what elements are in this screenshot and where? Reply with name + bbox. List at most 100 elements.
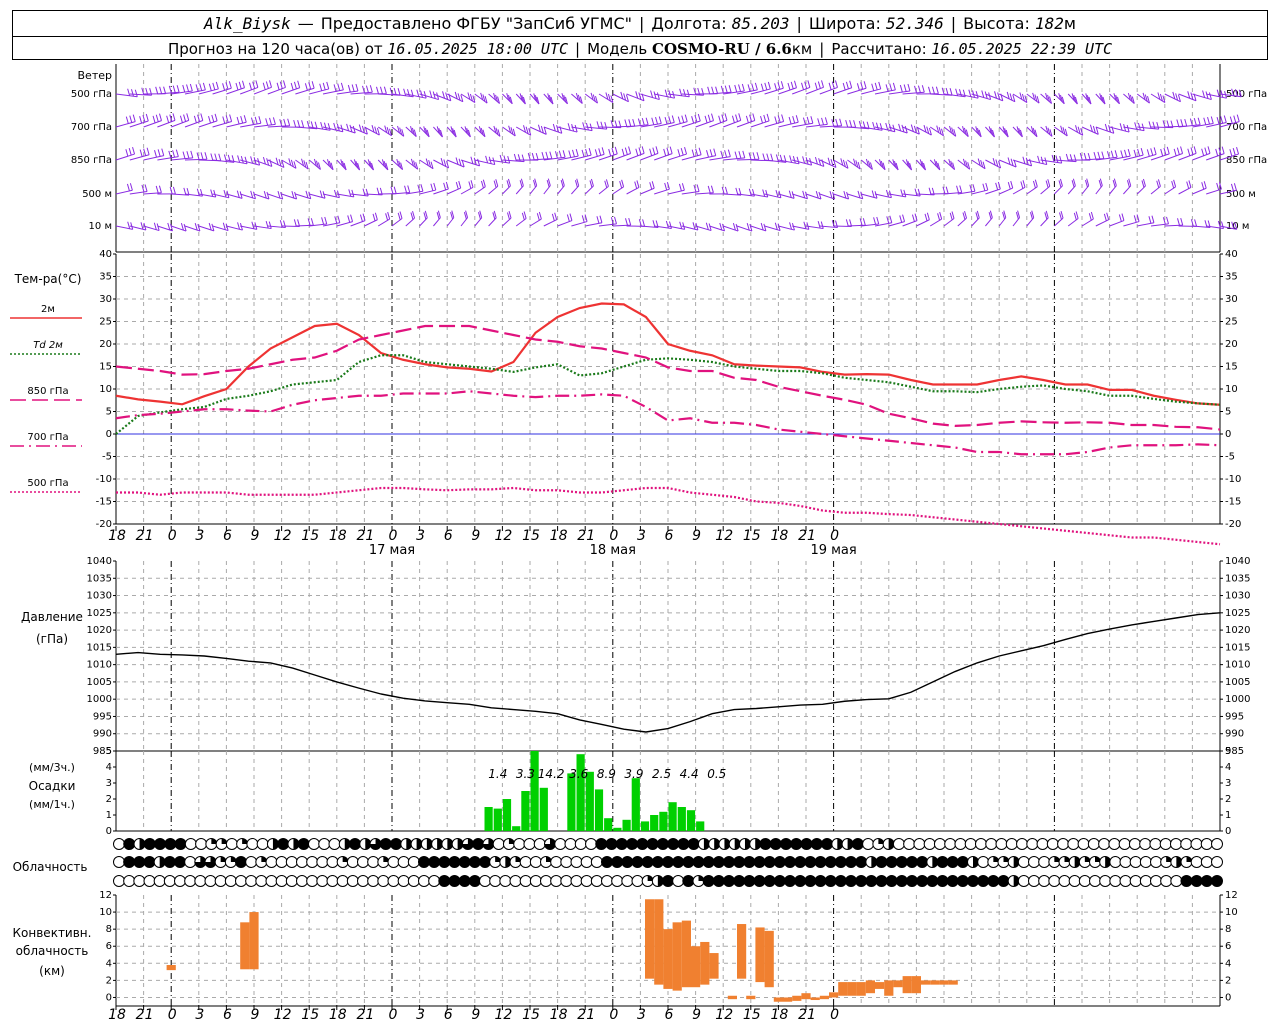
cloud-cover-symbol	[479, 856, 491, 868]
wind-barb-flag	[724, 113, 728, 121]
cloud-circle	[306, 856, 319, 868]
wind-barb-flag	[705, 222, 709, 230]
wind-barb-flag	[926, 212, 930, 220]
wind-barb-flag	[236, 190, 240, 198]
cloud-cover-symbol	[1129, 856, 1142, 868]
temperature-tick-label-right: 0	[1225, 429, 1231, 440]
cloud-half-fill	[703, 838, 710, 850]
wind-barb	[584, 92, 598, 104]
pressure-tick-label-right: 1040	[1225, 556, 1250, 567]
wind-barb-flag	[454, 91, 458, 100]
wind-barb-flag	[790, 81, 794, 90]
cloud-circle	[672, 856, 685, 868]
wind-barb-flag	[426, 129, 430, 138]
cloud-circle	[1057, 838, 1070, 850]
wind-barb	[433, 126, 443, 138]
wind-barb-flag	[656, 92, 660, 100]
wind-barb-flag	[634, 181, 638, 189]
wind-barb-flag	[359, 214, 363, 222]
wind-barb-flag	[645, 117, 649, 125]
cloud-circle	[245, 875, 258, 887]
cloud-circle	[985, 838, 998, 850]
wind-barb	[888, 83, 911, 95]
wind-level-label-left: 500 гПа	[71, 89, 112, 100]
cloud-cover-symbol	[580, 856, 593, 868]
wind-barb-flag	[1234, 222, 1238, 230]
wind-barb-flag	[371, 125, 375, 133]
wind-barb	[916, 159, 926, 171]
cloud-cover-symbol	[985, 838, 998, 850]
wind-barb-flag	[1216, 116, 1220, 125]
wind-barb-shaft	[874, 89, 896, 95]
wind-barb-flag	[886, 216, 890, 224]
cloud-circle	[875, 856, 888, 868]
cloud-cover-symbol	[428, 875, 441, 887]
wind-barb	[1012, 210, 1021, 227]
precipitation-bar	[539, 787, 548, 831]
precipitation-total-label: 14.2	[538, 767, 565, 781]
wind-barb-flag	[478, 126, 482, 134]
wind-barb-flag	[1074, 96, 1078, 105]
wind-barb-flag	[1031, 210, 1035, 218]
cloud-circle	[1129, 875, 1142, 887]
convective-tick-label-right: 4	[1225, 958, 1231, 969]
wind-barb-flag	[204, 152, 208, 160]
cloud-circle	[662, 856, 674, 868]
wind-barb-shaft	[598, 93, 614, 103]
wind-barb-flag	[1079, 152, 1083, 161]
wind-barb-shaft	[171, 90, 193, 95]
cloud-circle	[235, 856, 247, 868]
pressure-tick-label-right: 995	[1225, 711, 1244, 722]
wind-barb	[874, 159, 886, 171]
wind-barb-shaft	[985, 159, 1001, 169]
precipitation-tick-label-left: 3	[106, 778, 112, 789]
cloud-circle	[163, 875, 176, 887]
cloud-cover-symbol	[448, 875, 461, 887]
wind-barb-shaft	[1137, 222, 1155, 227]
wind-barb-shaft	[198, 193, 216, 198]
wind-barb	[1178, 146, 1197, 161]
wind-barb-flag	[372, 213, 376, 222]
cloud-cover-symbol	[769, 838, 782, 850]
wind-barb-flag	[1176, 119, 1180, 127]
wind-barb	[433, 91, 452, 102]
wind-barb-flag	[423, 212, 427, 220]
wind-barb-flag	[1119, 123, 1123, 131]
wind-barb-flag	[169, 114, 173, 122]
wind-barb-flag	[467, 92, 471, 100]
wind-barb-shaft	[971, 126, 982, 138]
wind-barb-flag	[681, 115, 685, 123]
wind-barb-flag	[1201, 148, 1205, 156]
cloud-circle	[646, 838, 659, 850]
wind-barb-flag	[1128, 178, 1132, 186]
wind-barb-flag	[320, 121, 324, 130]
wind-barb-flag	[898, 123, 902, 131]
wind-barb-flag	[1203, 181, 1207, 189]
wind-barb-flag	[738, 84, 742, 92]
cloud-quarter-fill	[1095, 856, 1101, 862]
wind-barb-shaft	[115, 225, 133, 230]
wind-barb-shaft	[888, 126, 908, 134]
cloud-circle	[1139, 875, 1152, 887]
wind-barb-flag	[467, 129, 471, 138]
cloud-circle	[1087, 838, 1100, 850]
convective-bar	[838, 982, 848, 996]
x-tick-label-bottom: 15	[743, 1007, 761, 1023]
wind-barb-flag	[1114, 150, 1118, 158]
cloud-cover-symbol	[872, 838, 885, 850]
wind-barb-flag	[889, 83, 893, 91]
wind-barb-flag	[222, 116, 226, 124]
wind-barb	[515, 93, 526, 105]
wind-barb	[1026, 179, 1038, 195]
wind-barb	[1164, 146, 1184, 161]
wind-barb	[226, 222, 243, 231]
wind-barb-shaft	[612, 93, 629, 103]
wind-barb-flag	[1231, 221, 1235, 229]
cloud-circle	[113, 875, 125, 887]
wind-barb-shaft	[419, 126, 430, 138]
wind-barb	[1109, 148, 1131, 161]
wind-barb-flag	[804, 191, 808, 199]
wind-barb-flag	[1060, 210, 1064, 219]
wind-barb-flag	[397, 212, 401, 221]
wind-barb-flag	[695, 148, 699, 156]
